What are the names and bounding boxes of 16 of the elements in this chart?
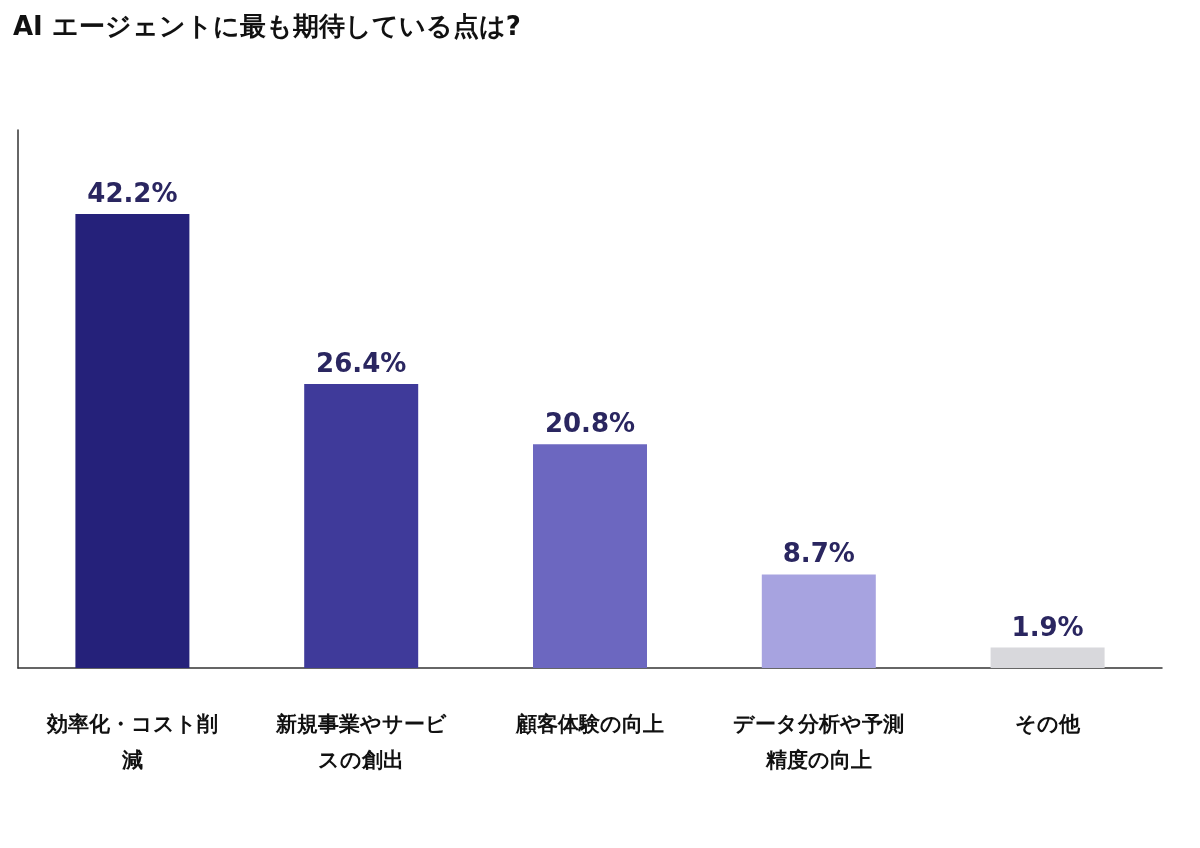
x-tick-label: データ分析や予測精度の向上 (733, 712, 905, 772)
data-label: 26.4% (316, 347, 407, 378)
bar (533, 444, 647, 668)
x-tick-label: その他 (1015, 712, 1082, 736)
bar (761, 574, 876, 668)
data-label: 20.8% (544, 408, 636, 439)
x-tick-label: 効率化・コスト削減 (45, 712, 218, 772)
data-label: 8.7% (782, 538, 855, 569)
bar (304, 383, 419, 668)
data-label: 42.2% (87, 177, 178, 208)
bar (75, 213, 190, 668)
x-tick-label: 新規事業やサービスの創出 (274, 712, 447, 772)
bar (990, 647, 1105, 668)
x-tick-label: 顧客体験の向上 (515, 712, 664, 736)
chart-title: AI エージェントに最も期待している点は? (13, 11, 521, 41)
data-label: 1.9% (1011, 611, 1084, 642)
